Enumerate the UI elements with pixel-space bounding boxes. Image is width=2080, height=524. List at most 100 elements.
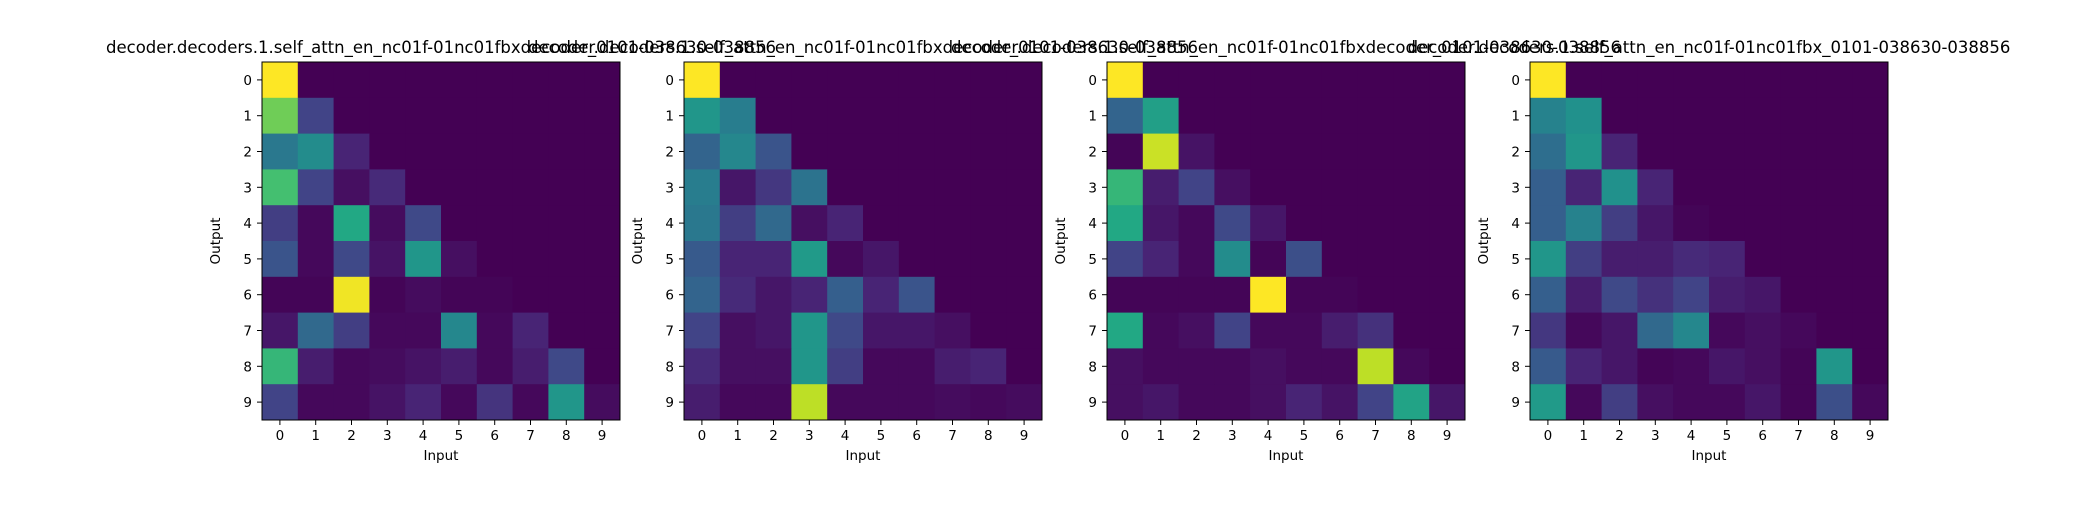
heatmap-cell — [1637, 276, 1674, 313]
heatmap-cell — [1744, 348, 1781, 385]
heatmap-cell — [970, 312, 1007, 349]
heatmap-cell — [827, 205, 864, 242]
heatmap-cell — [262, 205, 299, 242]
heatmap-cell — [1429, 241, 1466, 278]
heatmap-cell — [262, 169, 299, 206]
heatmap-cell — [1637, 205, 1674, 242]
heatmap-cell — [1673, 97, 1710, 134]
y-tick-label: 4 — [1511, 216, 1520, 232]
heatmap-cell — [755, 241, 792, 278]
y-tick-label: 1 — [243, 109, 252, 125]
heatmap-cell — [1250, 62, 1287, 99]
heatmap-cell — [548, 133, 585, 170]
heatmap-cell — [827, 241, 864, 278]
x-tick-label: 8 — [1830, 428, 1839, 444]
heatmap-cell — [1673, 276, 1710, 313]
heatmap-cell — [1565, 276, 1602, 313]
heatmap-cell — [827, 133, 864, 170]
x-tick-label: 5 — [877, 428, 886, 444]
heatmap-cell — [827, 169, 864, 206]
heatmap-cell — [369, 169, 406, 206]
heatmap-cell — [755, 348, 792, 385]
heatmap-cell — [548, 348, 585, 385]
heatmap-cell — [1530, 205, 1567, 242]
heatmap-cell — [1250, 97, 1287, 134]
heatmap-cell — [1107, 312, 1144, 349]
heatmap-cell — [1565, 348, 1602, 385]
heatmap-cell — [1321, 169, 1358, 206]
heatmap-cell — [1286, 241, 1323, 278]
heatmap-cell — [1006, 241, 1043, 278]
heatmap-cell — [1565, 241, 1602, 278]
y-tick-label: 7 — [1511, 324, 1520, 340]
heatmap-cell — [934, 312, 971, 349]
heatmap-cell — [262, 241, 299, 278]
x-tick-label: 4 — [419, 428, 428, 444]
heatmap-cell — [863, 241, 900, 278]
heatmap-cell — [441, 133, 478, 170]
heatmap-cell — [333, 97, 370, 134]
heatmap-cell — [1178, 62, 1215, 99]
heatmap-cell — [1250, 276, 1287, 313]
heatmap-cell — [1142, 169, 1179, 206]
x-axis-label: Input — [1269, 448, 1304, 464]
heatmap-cell — [1214, 241, 1251, 278]
heatmap-panel-3: 0 1 2 3 4 5 6 7 8 9 0 1 2 3 4 5 6 7 8 9 Input Output decoder.d… — [951, 38, 1621, 464]
heatmap-cell — [755, 205, 792, 242]
heatmap-cell — [863, 133, 900, 170]
heatmap-cell — [1006, 62, 1043, 99]
heatmap-cell — [1637, 97, 1674, 134]
heatmap-cell — [1709, 97, 1746, 134]
y-tick-label: 3 — [1511, 180, 1520, 196]
heatmap-cell — [1006, 312, 1043, 349]
heatmap-cell — [1852, 384, 1889, 421]
heatmap-cell — [719, 312, 756, 349]
heatmap-panel-1: 0 1 2 3 4 5 6 7 8 9 0 1 2 3 4 5 6 7 8 9 Input Output decoder.d… — [106, 38, 776, 464]
heatmap-cell — [512, 276, 549, 313]
heatmap-cell — [1530, 276, 1567, 313]
heatmap-cell — [719, 62, 756, 99]
heatmap-cell — [1709, 384, 1746, 421]
heatmap-cell — [898, 312, 935, 349]
heatmap-cell — [934, 276, 971, 313]
heatmap-cell — [1250, 133, 1287, 170]
heatmap-cell — [970, 384, 1007, 421]
heatmap-cell — [1214, 276, 1251, 313]
heatmap-cell — [584, 348, 621, 385]
heatmap-cell — [441, 169, 478, 206]
heatmap-cell — [1852, 241, 1889, 278]
heatmap-cell — [1601, 169, 1638, 206]
y-tick-label: 6 — [1511, 288, 1520, 304]
heatmap-cell — [1393, 348, 1430, 385]
heatmap-cell — [1006, 205, 1043, 242]
heatmap-cell — [719, 276, 756, 313]
y-tick-label: 0 — [243, 73, 252, 89]
heatmap-cell — [684, 241, 721, 278]
heatmap-cell — [791, 384, 828, 421]
heatmap-cell — [405, 169, 442, 206]
heatmap-cell — [1250, 205, 1287, 242]
heatmap-cell — [1601, 348, 1638, 385]
heatmap-cell — [1393, 276, 1430, 313]
heatmap-cell — [898, 62, 935, 99]
heatmap-cell — [934, 62, 971, 99]
x-tick-label: 0 — [1544, 428, 1553, 444]
heatmap-cell — [1214, 348, 1251, 385]
heatmap-cell — [684, 62, 721, 99]
y-tick-label: 8 — [243, 359, 252, 375]
heatmap-cell — [1286, 312, 1323, 349]
heatmap-cell — [898, 384, 935, 421]
heatmap-cell — [476, 169, 513, 206]
heatmap-cell — [1178, 312, 1215, 349]
x-tick-label: 2 — [769, 428, 778, 444]
heatmap-cell — [863, 205, 900, 242]
y-tick-label: 7 — [243, 324, 252, 340]
y-axis-label: Output — [630, 218, 646, 265]
heatmap-cell — [369, 205, 406, 242]
y-axis-label: Output — [208, 218, 224, 265]
y-tick-label: 5 — [1511, 252, 1520, 268]
heatmap-cell — [898, 205, 935, 242]
x-tick-label: 3 — [1651, 428, 1660, 444]
heatmap-cell — [719, 97, 756, 134]
heatmap-cell — [791, 205, 828, 242]
